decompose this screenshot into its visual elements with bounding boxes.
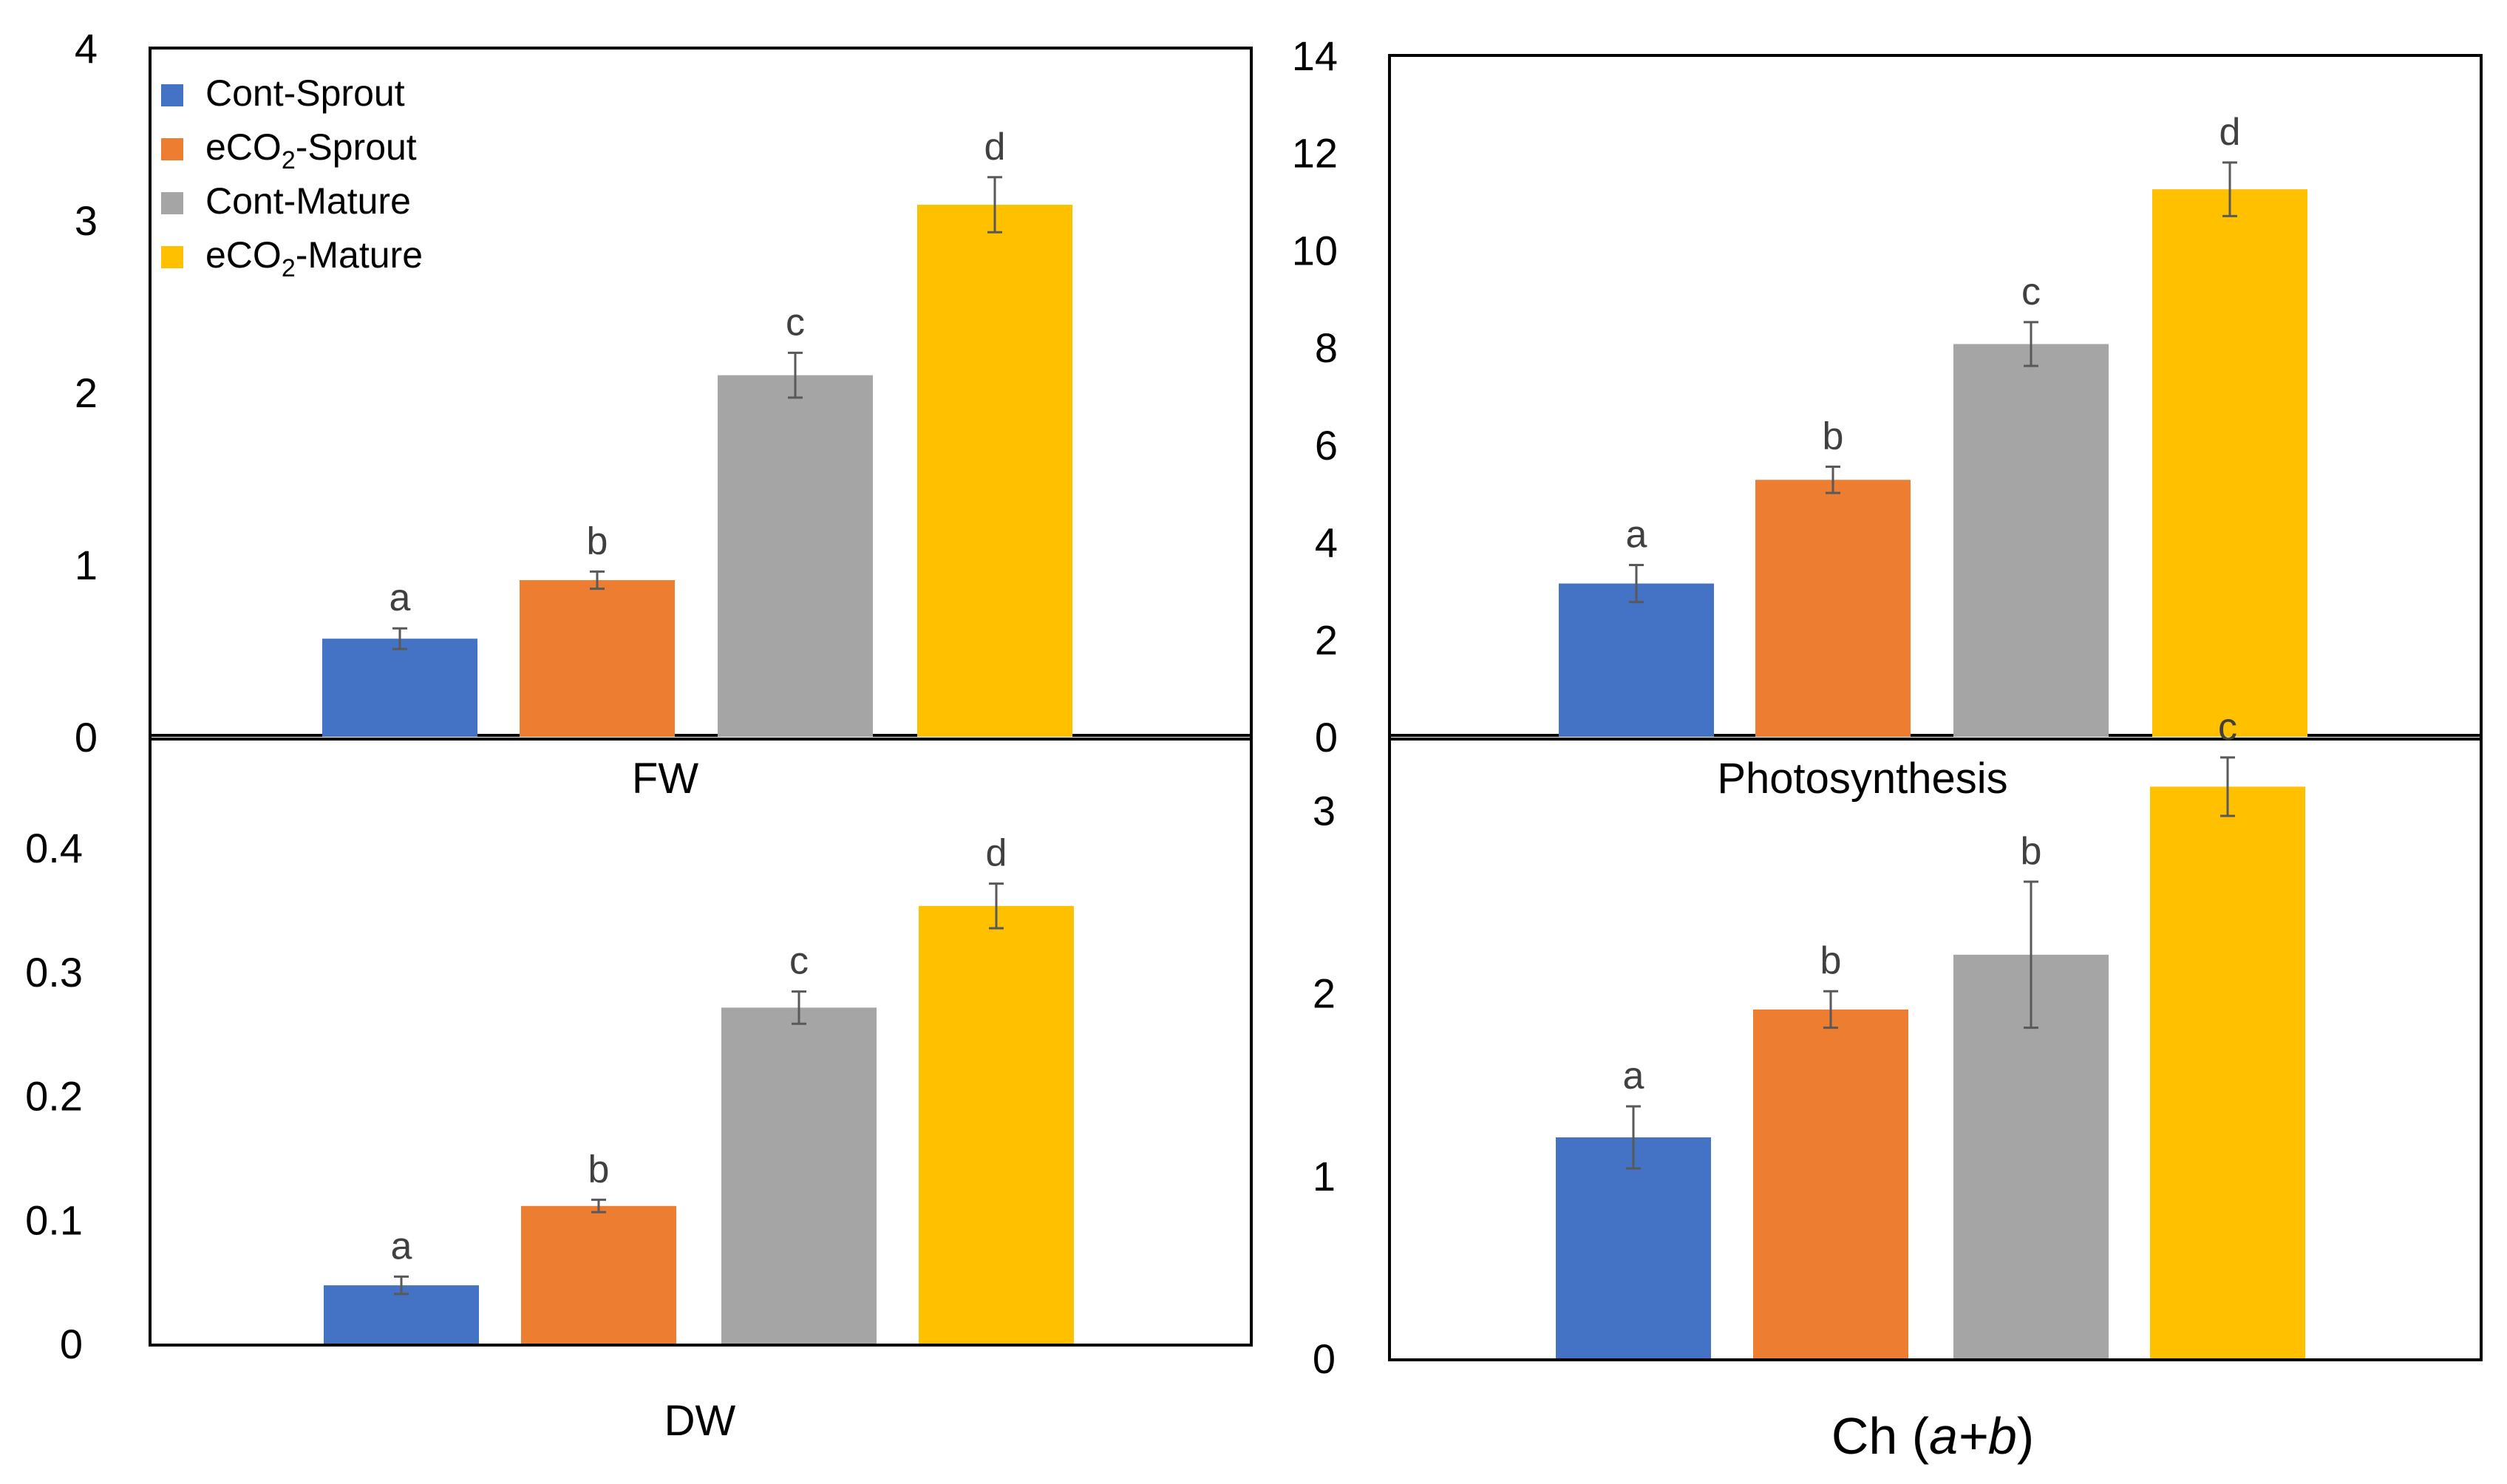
- fw-bar-eco2-sprout: [520, 579, 675, 737]
- fw-chart: 0 1 2 3 4 a b c d: [75, 25, 1072, 760]
- fw-ytick-label: 0: [75, 714, 98, 760]
- fw-significance-letter-eco2-sprout: b: [587, 520, 608, 562]
- dw-significance-letter-eco2-mature: d: [986, 832, 1007, 875]
- photosynthesis-ytick-label: 0: [1315, 714, 1338, 760]
- photosynthesis-significance-letter-cont-sprout: a: [1626, 514, 1647, 556]
- ch-ytick-label: 1: [1313, 1153, 1336, 1199]
- legend-label-eco2-mature: eCO2-Mature: [205, 234, 423, 282]
- ch-chart: 0 1 2 3 a b b c: [1313, 706, 2305, 1382]
- photosynthesis-significance-letter-cont-mature: c: [2021, 270, 2041, 313]
- photosynthesis-bar-cont-sprout: [1559, 583, 1714, 737]
- fw-bar-cont-sprout: [322, 639, 477, 737]
- dw-ytick-label: 0.3: [25, 949, 83, 995]
- legend-label-cont-mature: Cont-Mature: [205, 180, 411, 222]
- legend-label-main: eCO: [205, 126, 282, 168]
- fw-significance-letter-eco2-mature: d: [984, 126, 1006, 169]
- photosynthesis-ytick-label: 8: [1315, 324, 1338, 371]
- dw-ytick-label: 0.1: [25, 1197, 83, 1243]
- ch-panel-frame: [1388, 734, 2483, 1361]
- ch-significance-letter-cont-mature: b: [2021, 830, 2042, 873]
- legend-swatch-cont-mature: [161, 192, 183, 214]
- fw-bar-cont-mature: [718, 375, 873, 737]
- photosynthesis-ytick-label: 12: [1292, 130, 1338, 177]
- legend-swatch-eco2-sprout: [161, 138, 183, 160]
- legend-label-subscript: 2: [282, 254, 296, 282]
- legend-label-main: eCO: [205, 234, 282, 276]
- fw-significance-letter-cont-mature: c: [786, 301, 805, 344]
- legend-swatch-cont-sprout: [161, 84, 183, 106]
- photosynthesis-chart: 0 2 4 6 8 10 12 14 a b c d: [1292, 33, 2307, 760]
- legend-label-main: Cont-Mature: [205, 180, 411, 222]
- photosynthesis-bar-eco2-mature: [2152, 189, 2307, 737]
- dw-chart: 0 0.1 0.2 0.3 0.4 a b c d: [25, 825, 1074, 1367]
- dw-ytick-label: 0.2: [25, 1073, 83, 1120]
- ch-xlabel-b: b: [1988, 1407, 2017, 1465]
- legend-label-eco2-sprout: eCO2-Sprout: [205, 126, 417, 174]
- ch-bar-eco2-mature: [2150, 786, 2305, 1358]
- legend-label-suffix: -Mature: [296, 234, 423, 276]
- ch-significance-letter-eco2-mature: c: [2218, 706, 2237, 749]
- photosynthesis-xlabel: Photosynthesis: [1717, 755, 2007, 803]
- fw-bar-eco2-mature: [917, 205, 1072, 737]
- photosynthesis-ytick-label: 10: [1292, 227, 1338, 273]
- dw-bar-cont-mature: [721, 1007, 877, 1344]
- legend-label-subscript: 2: [282, 146, 296, 174]
- ch-ytick-label: 0: [1313, 1335, 1336, 1382]
- legend-label-suffix: -Sprout: [296, 126, 417, 168]
- photosynthesis-significance-letter-eco2-sprout: b: [1823, 415, 1844, 457]
- dw-panel-frame: [149, 734, 1253, 1347]
- dw-bar-eco2-sprout: [521, 1205, 676, 1344]
- photosynthesis-ytick-label: 6: [1315, 422, 1338, 469]
- ch-significance-letter-cont-sprout: a: [1623, 1055, 1644, 1097]
- legend: Cont-SprouteCO2-SproutCont-MatureeCO2-Ma…: [161, 72, 423, 282]
- fw-ytick-label: 3: [75, 197, 98, 244]
- ch-bar-cont-sprout: [1556, 1137, 1711, 1358]
- ch-significance-letter-eco2-sprout: b: [1820, 939, 1842, 982]
- photosynthesis-bar-cont-mature: [1953, 344, 2109, 738]
- dw-significance-letter-cont-sprout: a: [391, 1225, 412, 1267]
- fw-ytick-label: 1: [75, 542, 98, 588]
- ch-ytick-label: 3: [1313, 788, 1336, 834]
- dw-xlabel: DW: [664, 1397, 736, 1445]
- dw-significance-letter-cont-mature: c: [789, 940, 809, 983]
- legend-label-main: Cont-Sprout: [205, 72, 405, 114]
- legend-swatch-eco2-mature: [161, 246, 183, 268]
- ch-xlabel-prefix: Ch (: [1831, 1407, 1929, 1465]
- ch-bar-eco2-sprout: [1753, 1009, 1908, 1358]
- photosynthesis-ytick-label: 14: [1292, 33, 1338, 79]
- ch-xlabel: Ch (a+b): [1831, 1407, 2034, 1465]
- photosynthesis-ytick-label: 2: [1315, 616, 1338, 663]
- fw-ytick-label: 2: [75, 370, 98, 416]
- dw-significance-letter-eco2-sprout: b: [588, 1148, 610, 1191]
- fw-xlabel: FW: [632, 755, 698, 803]
- ch-ytick-label: 2: [1313, 970, 1336, 1017]
- ch-xlabel-suffix: ): [2017, 1407, 2034, 1465]
- photosynthesis-ytick-label: 4: [1315, 520, 1338, 566]
- dw-ytick-label: 0.4: [25, 825, 83, 871]
- fw-significance-letter-cont-sprout: a: [390, 576, 411, 619]
- photosynthesis-panel-frame: [1388, 54, 2483, 741]
- fw-ytick-label: 4: [75, 25, 98, 72]
- legend-label-cont-sprout: Cont-Sprout: [205, 72, 405, 114]
- ch-xlabel-a: a: [1929, 1407, 1958, 1465]
- photosynthesis-significance-letter-eco2-mature: d: [2219, 111, 2241, 154]
- dw-ytick-label: 0: [60, 1321, 83, 1367]
- photosynthesis-bar-eco2-sprout: [1755, 480, 1911, 737]
- dw-bar-eco2-mature: [919, 905, 1074, 1344]
- ch-xlabel-plus: +: [1958, 1407, 1988, 1465]
- fw-panel-frame: [149, 47, 1253, 741]
